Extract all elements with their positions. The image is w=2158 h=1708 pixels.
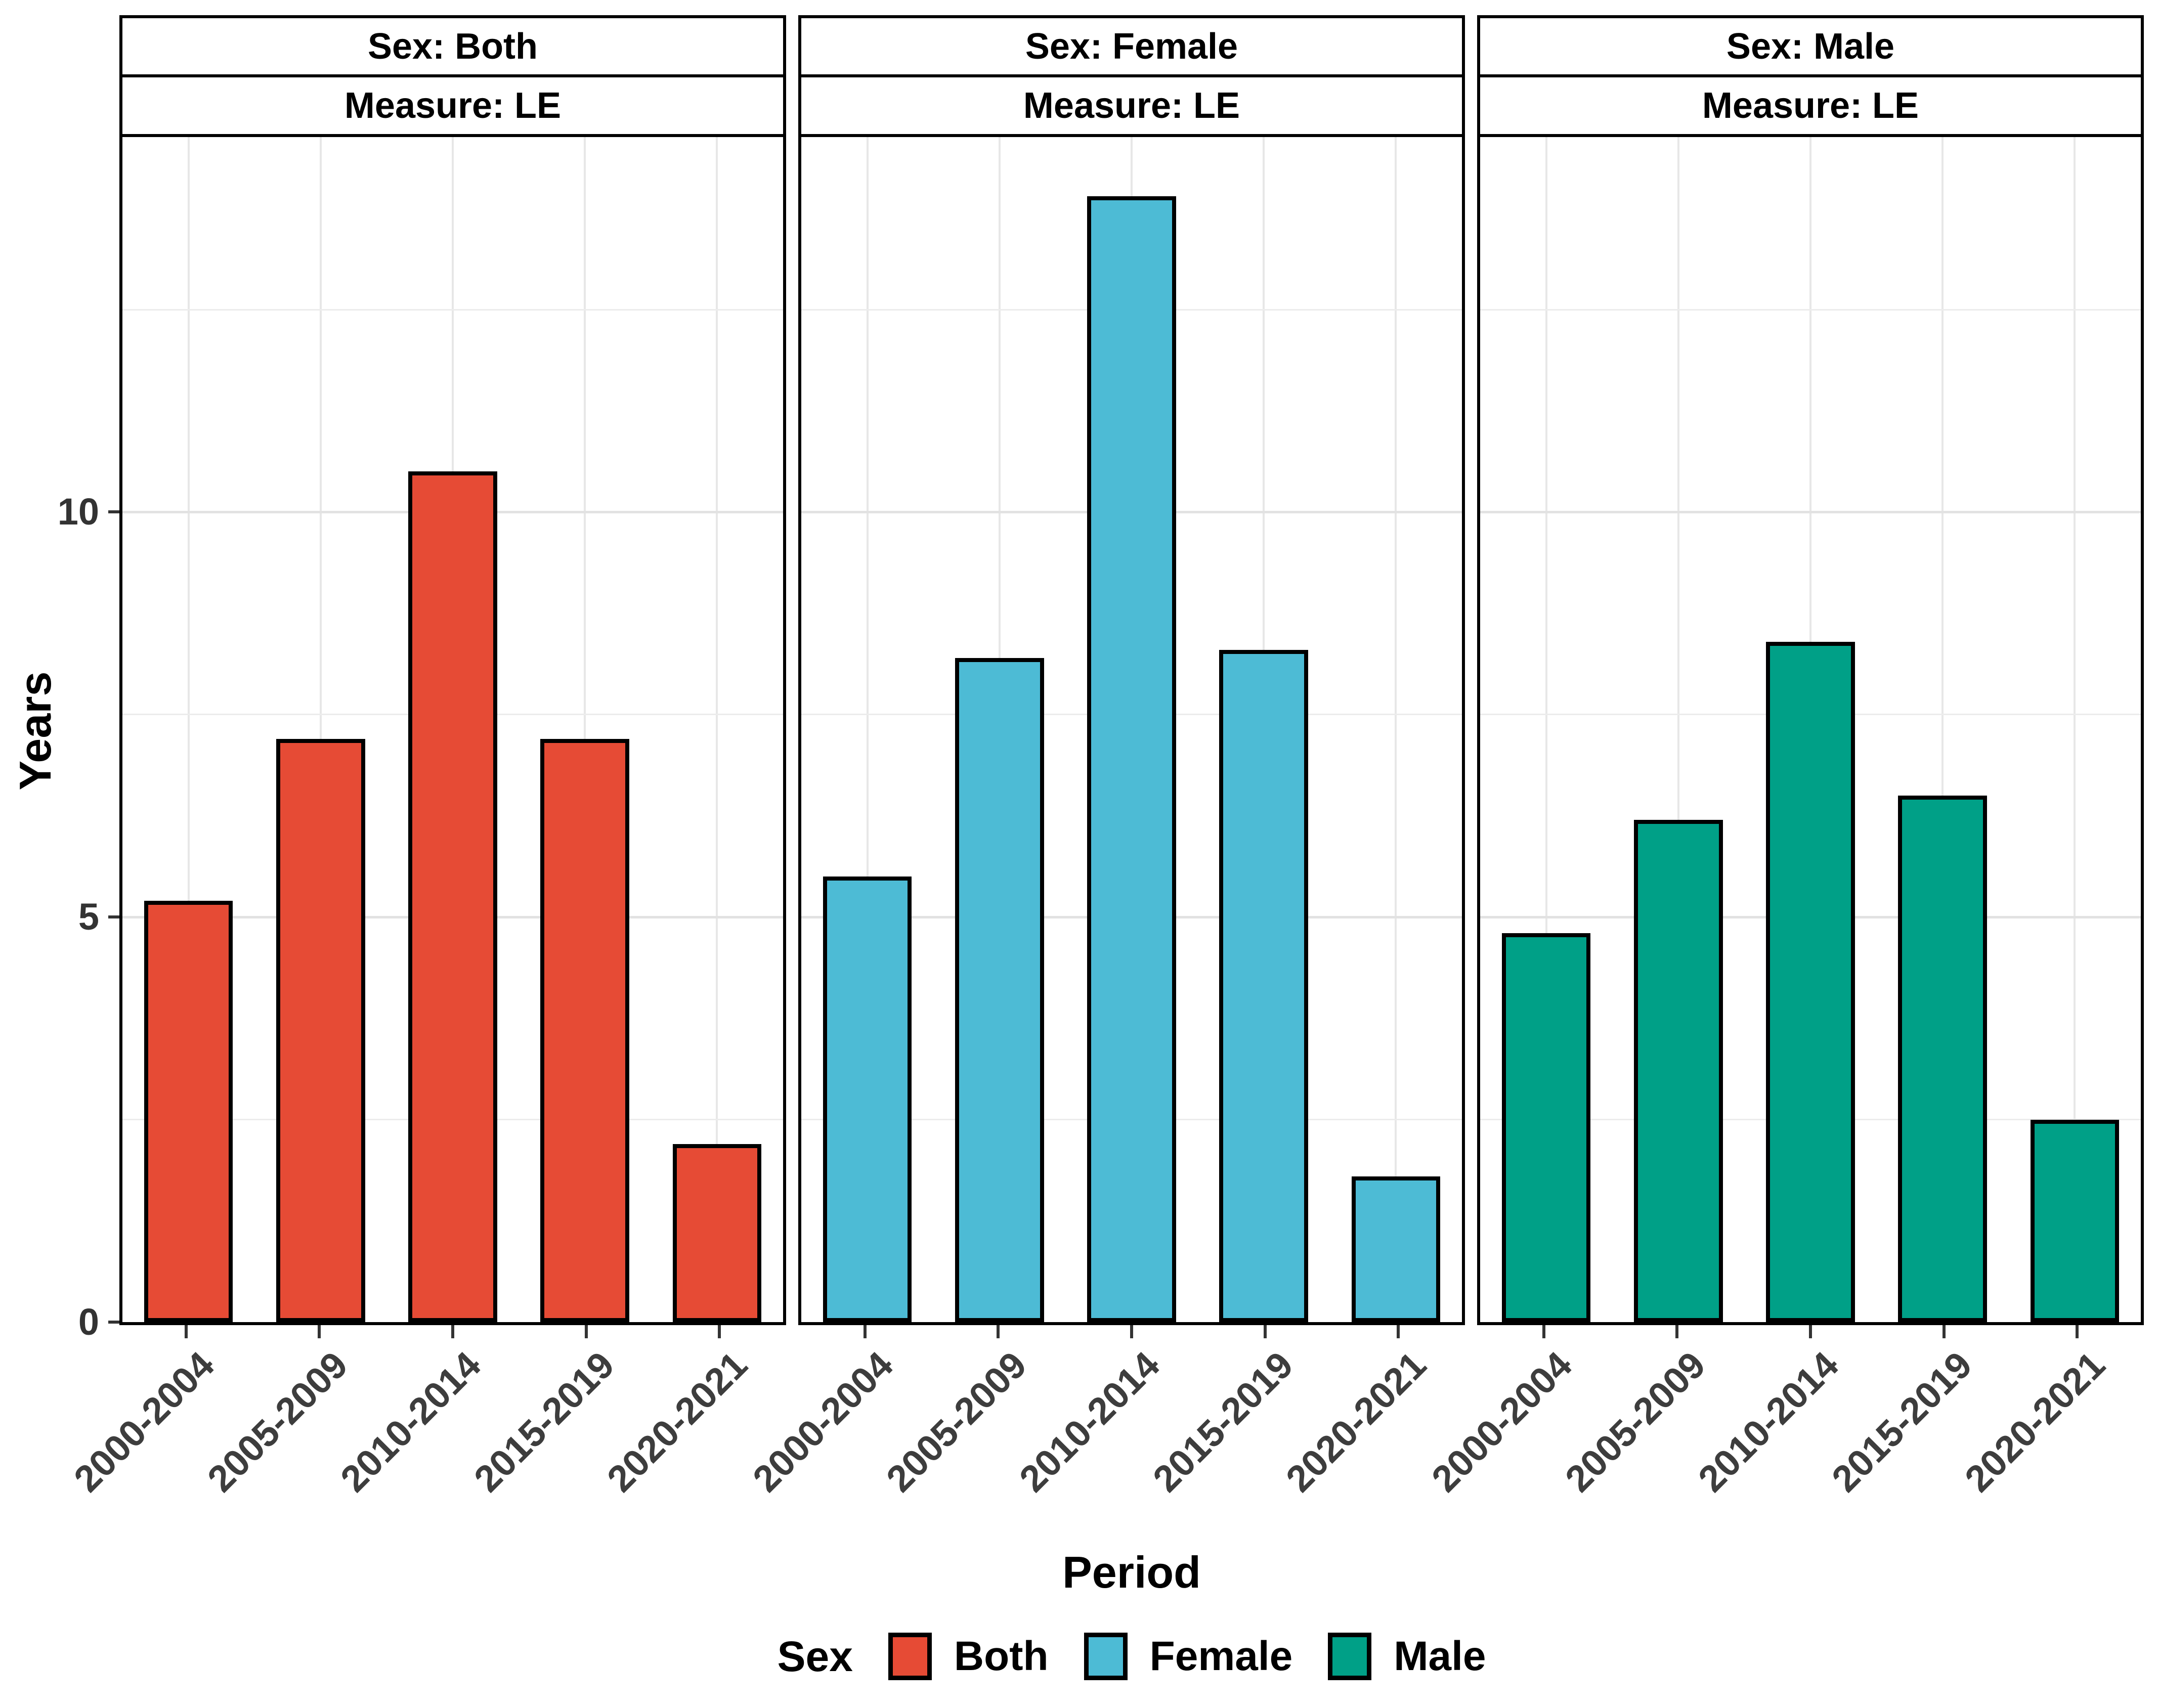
x-tick-mark — [1942, 1325, 1946, 1338]
y-tick-label: 5 — [78, 896, 99, 938]
y-tick-mark — [108, 1321, 119, 1324]
x-tick-label: 2020-2021 — [1278, 1343, 1435, 1500]
y-tick-label: 10 — [57, 491, 99, 533]
bar-both-2010-2014 — [408, 471, 497, 1322]
x-tick-label: 2015-2019 — [465, 1343, 622, 1500]
x-tick-mark — [1263, 1325, 1267, 1338]
bar-female-2020-2021 — [1351, 1176, 1441, 1322]
facet-strip-measure-male: Measure: LE — [1477, 74, 2144, 134]
legend-swatch-both — [888, 1633, 932, 1680]
facet-strip-label: Measure: LE — [1023, 85, 1240, 126]
bar-male-2000-2004 — [1501, 933, 1591, 1322]
legend-label: Female — [1149, 1633, 1293, 1679]
x-tick-mark — [1675, 1325, 1679, 1338]
x-tick-mark — [718, 1325, 721, 1338]
bar-both-2005-2009 — [276, 738, 365, 1322]
x-tick-mark — [184, 1325, 188, 1338]
y-minor-gridline — [1480, 309, 2141, 311]
x-tick-mark — [318, 1325, 321, 1338]
x-gridline — [716, 137, 718, 1322]
y-tick-mark — [108, 915, 119, 919]
facet-strip-label: Sex: Male — [1726, 26, 1895, 67]
legend-item-male: Male — [1328, 1633, 1486, 1680]
facet-strip-label: Sex: Female — [1025, 26, 1238, 67]
bar-both-2020-2021 — [672, 1144, 762, 1322]
x-tick-label: 2020-2021 — [599, 1343, 756, 1500]
bar-male-2010-2014 — [1766, 641, 1855, 1322]
x-tick-label: 2015-2019 — [1144, 1343, 1301, 1500]
facet-strip-sex-male: Sex: Male — [1477, 15, 2144, 74]
x-gridline — [1395, 137, 1397, 1322]
x-tick-mark — [863, 1325, 867, 1338]
x-tick-label: 2010-2014 — [1690, 1343, 1847, 1500]
facet-panel-female — [798, 134, 1465, 1325]
x-gridline — [1677, 137, 1679, 1322]
x-tick-label: 2005-2009 — [199, 1343, 356, 1500]
y-axis-title: Years — [10, 671, 60, 791]
legend-swatch-male — [1328, 1633, 1372, 1680]
x-gridline — [187, 137, 190, 1322]
x-tick-mark — [1130, 1325, 1133, 1338]
bar-male-2020-2021 — [2030, 1119, 2120, 1322]
y-tick-label: 0 — [78, 1301, 99, 1343]
x-tick-label: 2010-2014 — [332, 1343, 489, 1500]
facet-strip-sex-female: Sex: Female — [798, 15, 1465, 74]
x-gridline — [866, 137, 869, 1322]
legend-label: Both — [954, 1633, 1049, 1679]
legend-item-both: Both — [888, 1633, 1049, 1680]
facet-strip-measure-both: Measure: LE — [119, 74, 786, 134]
x-gridline — [1941, 137, 1944, 1322]
facet-strip-sex-both: Sex: Both — [119, 15, 786, 74]
legend-swatch-female — [1084, 1633, 1128, 1680]
y-minor-gridline — [122, 309, 783, 311]
facet-column-female: Sex: Female Measure: LE 2000-2004 2005-2009… — [745, 15, 1465, 1500]
bar-male-2005-2009 — [1633, 820, 1723, 1322]
x-tick-mark — [1809, 1325, 1812, 1338]
x-tick-label: 2010-2014 — [1011, 1343, 1168, 1500]
bar-both-2015-2019 — [540, 738, 630, 1322]
x-tick-label: 2005-2009 — [878, 1343, 1034, 1500]
legend: Sex Both Female Male — [119, 1613, 2144, 1699]
x-axis-title: Period — [1062, 1547, 1201, 1597]
facet-strip-measure-female: Measure: LE — [798, 74, 1465, 134]
y-major-gridline — [1480, 511, 2141, 513]
x-tick-mark — [1542, 1325, 1545, 1338]
legend-item-female: Female — [1084, 1633, 1293, 1680]
x-tick-label: 2015-2019 — [1823, 1343, 1980, 1500]
facet-grid: Sex: Both Measure: LE 2000-2004 2005-2009 20… — [66, 15, 2144, 1500]
x-tick-label: 2005-2009 — [1557, 1343, 1713, 1500]
facet-panel-male — [1477, 134, 2144, 1325]
x-tick-mark — [1397, 1325, 1400, 1338]
facet-strip-label: Measure: LE — [344, 85, 562, 126]
bar-female-2000-2004 — [823, 877, 912, 1322]
x-tick-mark — [584, 1325, 588, 1338]
x-tick-label: 2000-2004 — [745, 1343, 901, 1500]
x-tick-label: 2000-2004 — [66, 1343, 222, 1500]
x-tick-label: 2020-2021 — [1957, 1343, 2113, 1500]
facet-column-both: Sex: Both Measure: LE 2000-2004 2005-2009 20… — [66, 15, 786, 1500]
x-tick-mark — [997, 1325, 1000, 1338]
legend-title: Sex — [777, 1632, 853, 1680]
x-tick-mark — [451, 1325, 454, 1338]
facet-column-male: Sex: Male Measure: LE 2000-2004 2005-2009 20… — [1423, 15, 2144, 1500]
legend-label: Male — [1394, 1633, 1486, 1679]
x-tick-mark — [2076, 1325, 2079, 1338]
x-gridline — [584, 137, 586, 1322]
x-tick-label: 2000-2004 — [1423, 1343, 1580, 1500]
x-gridline — [2074, 137, 2076, 1322]
facet-strip-label: Sex: Both — [367, 26, 538, 67]
bar-both-2000-2004 — [144, 901, 233, 1322]
bar-female-2005-2009 — [955, 658, 1044, 1322]
bar-female-2010-2014 — [1087, 196, 1176, 1322]
bar-male-2015-2019 — [1898, 796, 1988, 1322]
y-tick-mark — [108, 510, 119, 514]
x-gridline — [1545, 137, 1547, 1322]
facet-panel-both — [119, 134, 786, 1325]
bar-female-2015-2019 — [1219, 649, 1309, 1322]
x-gridline — [319, 137, 322, 1322]
facet-strip-label: Measure: LE — [1702, 85, 1919, 126]
